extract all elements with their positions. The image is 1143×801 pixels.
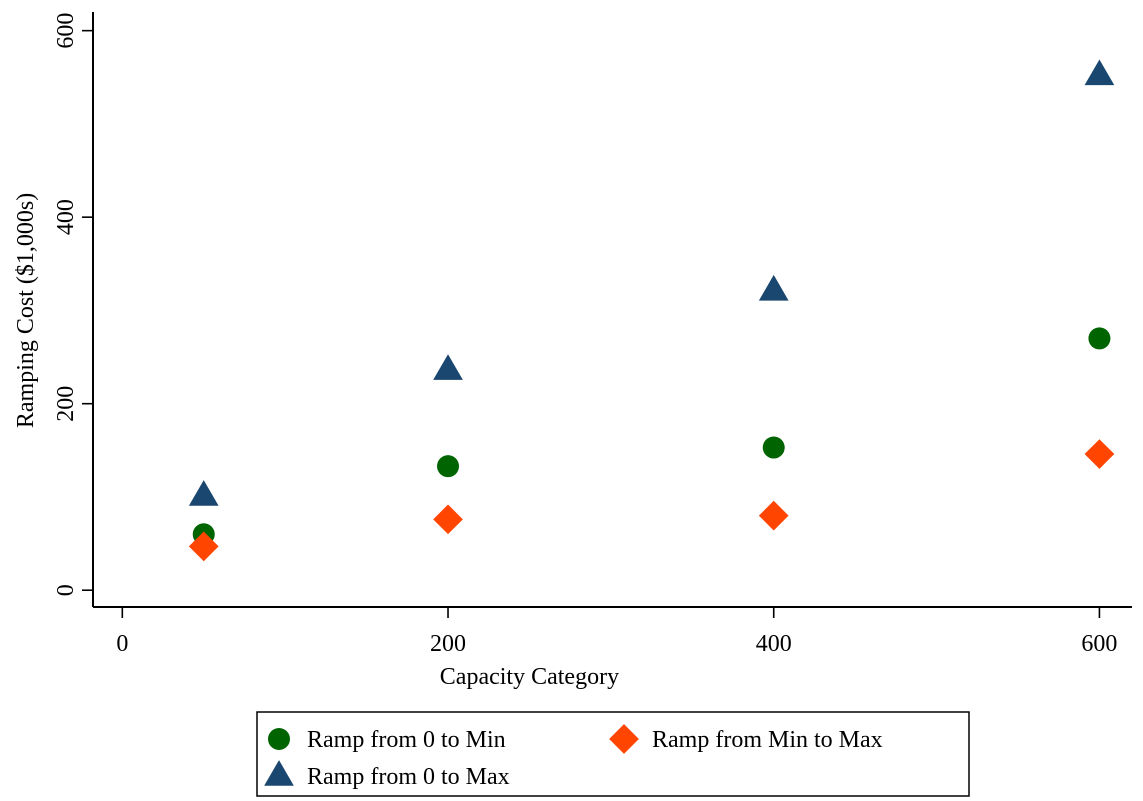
legend-label: Ramp from 0 to Min	[307, 727, 506, 753]
legend-item: Ramp from 0 to Min	[268, 727, 506, 753]
legend-box	[256, 711, 970, 797]
data-point-triangle	[758, 274, 789, 301]
y-tick-label: 200	[53, 386, 79, 422]
x-tick-label: 200	[430, 631, 466, 657]
data-point-circle	[437, 455, 460, 478]
legend-marker-triangle	[264, 760, 294, 786]
x-ticks: 0 200 400 600	[116, 607, 1117, 657]
y-tick-label: 0	[53, 584, 79, 596]
data-point-diamond	[1084, 439, 1115, 469]
legend-label: Ramp from Min to Max	[652, 727, 883, 753]
data-point-circle	[1088, 327, 1111, 350]
x-axis-title: Capacity Category	[440, 664, 619, 690]
data-point-triangle	[433, 354, 463, 380]
data-point-circle	[762, 436, 785, 459]
data-point-diamond	[188, 531, 219, 562]
legend: Ramp from 0 to Min Ramp from Min to Max Ra…	[256, 711, 970, 797]
x-tick-label: 0	[116, 631, 128, 657]
x-tick-label: 400	[756, 631, 792, 657]
legend-marker-diamond	[609, 724, 639, 754]
x-tick-label: 600	[1081, 631, 1117, 657]
legend-items: Ramp from 0 to Min Ramp from Min to Max Ra…	[264, 724, 883, 790]
data-point-diamond	[758, 500, 789, 531]
series-triangle	[188, 59, 1115, 506]
legend-item: Ramp from Min to Max	[609, 724, 883, 754]
y-tick-label: 400	[53, 199, 79, 235]
y-tick-label: 600	[53, 13, 79, 49]
series-diamond	[188, 439, 1115, 562]
y-axis-title: Ramping Cost ($1,000s)	[13, 193, 39, 428]
data-point-triangle	[188, 480, 219, 506]
data-point-triangle	[1084, 59, 1115, 86]
data-marks	[188, 59, 1115, 562]
y-ticks: 0 200 400 600	[53, 13, 93, 596]
legend-marker-circle	[268, 728, 290, 750]
series-circle	[192, 327, 1111, 546]
data-point-diamond	[433, 504, 463, 535]
legend-item: Ramp from 0 to Max	[264, 760, 510, 790]
legend-label: Ramp from 0 to Max	[307, 764, 510, 790]
